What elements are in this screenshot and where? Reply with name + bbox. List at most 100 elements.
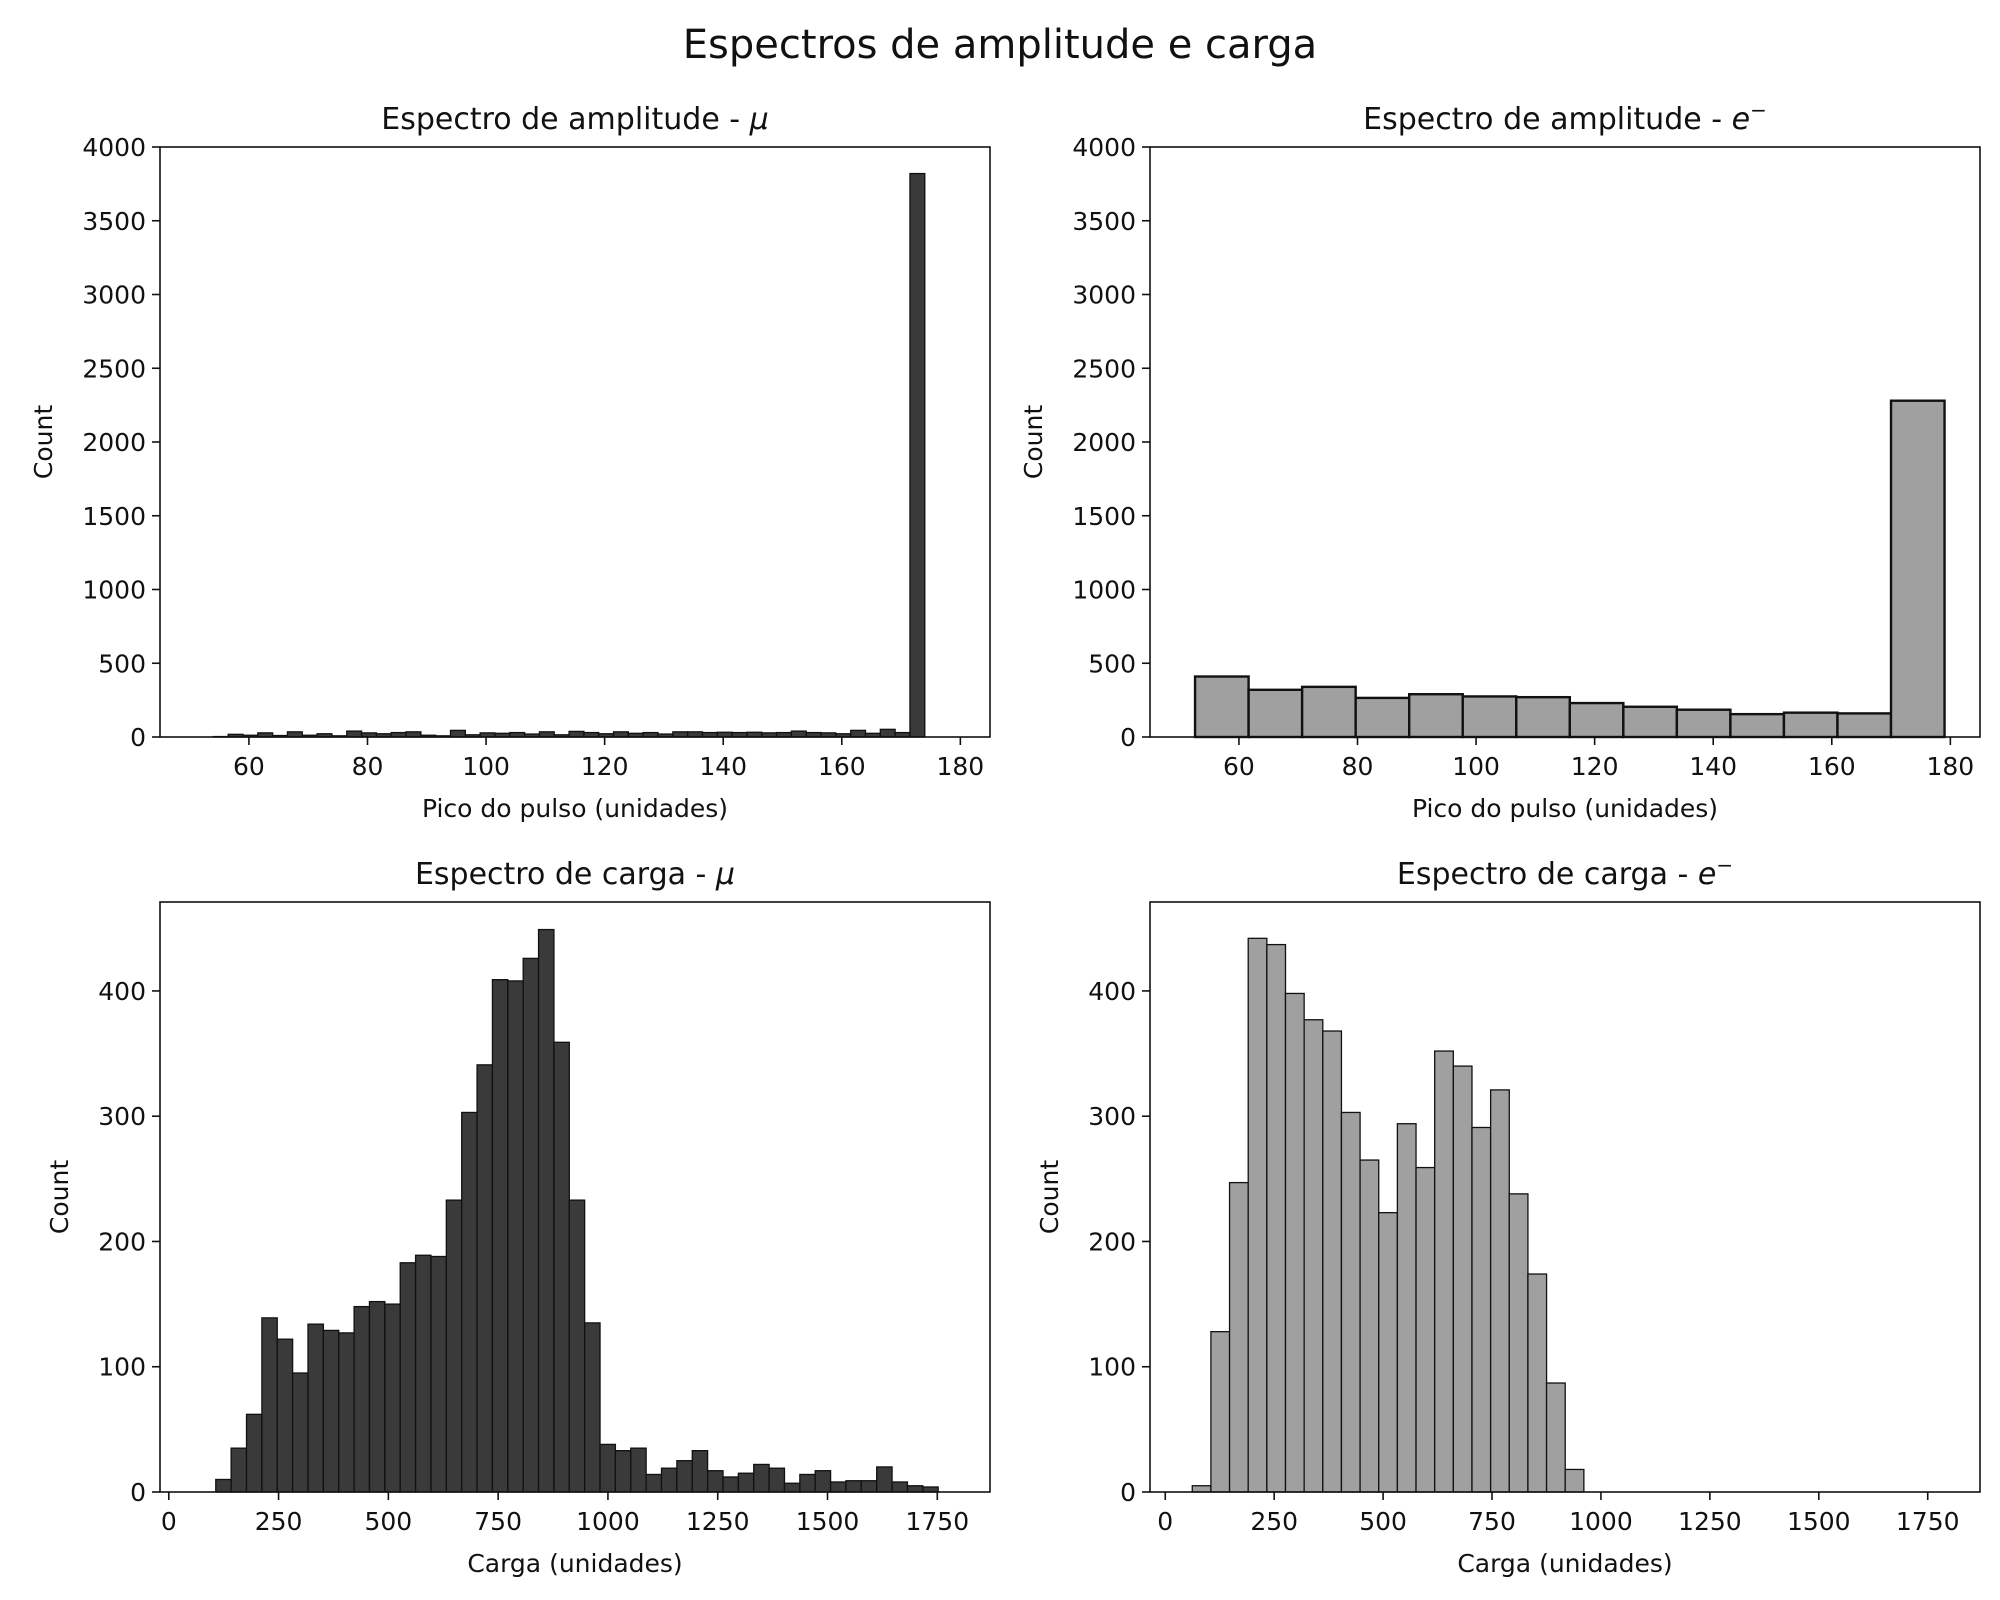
y-axis-label: Count: [45, 1160, 74, 1234]
x-axis-label: Pico do pulso (unidades): [422, 794, 728, 823]
histogram-bar: [814, 1470, 832, 1493]
histogram-bar: [291, 1372, 309, 1493]
x-tick-label: 180: [1926, 752, 1974, 781]
histogram-bar: [1508, 1193, 1529, 1493]
histogram-bar: [645, 1473, 663, 1493]
histogram-bar: [245, 1413, 263, 1493]
histogram-bar: [1622, 705, 1679, 739]
histogram-bar: [445, 1199, 463, 1493]
panel-carga-mu: 0 250 500 750 1000 1250 1500 1750 0 100 200 300 400 C…: [45, 857, 991, 1578]
histogram-bar: [476, 1064, 494, 1493]
axes-frame: [1149, 146, 1981, 738]
x-axis-label: Carga (unidades): [467, 1549, 682, 1578]
y-tick-label: 300: [98, 1102, 146, 1131]
panel-amplitude-e: 60 80 100 120 140 160 180 0 500 1000 1500 2000 2500 3…: [1019, 98, 1981, 823]
histogram-bar: [1452, 1065, 1473, 1493]
histogram-bar: [1303, 1019, 1324, 1493]
histogram-bar: [1228, 1181, 1249, 1493]
histogram-bar: [353, 1305, 371, 1493]
histogram-bar: [491, 979, 509, 1493]
axes-frame: [159, 901, 991, 1493]
histogram-bar: [845, 1480, 862, 1493]
histogram-bar: [876, 1466, 893, 1493]
histogram-bar: [522, 957, 540, 1493]
x-tick-label: 1750: [905, 1507, 969, 1536]
histogram-bar: [660, 1467, 678, 1493]
x-tick-label: 250: [255, 1507, 303, 1536]
histogram-bar: [553, 1041, 570, 1493]
axes-frame: [1149, 901, 1981, 1493]
histogram-bar: [368, 1300, 386, 1493]
x-tick-label: 1250: [686, 1507, 750, 1536]
x-tick-label: 100: [462, 752, 510, 781]
histogram-bar: [891, 1481, 909, 1493]
histogram-bar: [691, 1450, 709, 1493]
histogram-bar: [753, 1463, 770, 1493]
histogram-bar: [722, 1476, 740, 1493]
histogram-bar: [1675, 708, 1732, 739]
x-tick-label: 1750: [1896, 1507, 1960, 1536]
histogram-bar: [215, 1478, 232, 1493]
histogram-bar: [1247, 688, 1304, 739]
histogram-bar: [1266, 943, 1287, 1493]
histogram-bar: [1515, 695, 1572, 739]
histogram-bar: [338, 1332, 355, 1493]
histogram-bar: [1340, 1111, 1361, 1493]
histogram-bar: [1191, 1485, 1212, 1493]
x-tick-label: 500: [365, 1507, 413, 1536]
x-tick-label: 750: [474, 1507, 522, 1536]
x-tick-label: 60: [1223, 752, 1255, 781]
histogram-bar: [906, 1485, 924, 1493]
x-tick-label: 0: [161, 1507, 177, 1536]
x-tick-label: 140: [1689, 752, 1737, 781]
x-tick-label: 0: [1157, 1507, 1173, 1536]
subplot-title: Espectro de carga - μ: [415, 857, 735, 892]
histogram-bar: [1322, 1030, 1343, 1493]
x-axis-label: Pico do pulso (unidades): [1412, 794, 1718, 823]
histogram-bar: [1889, 399, 1946, 739]
histogram-bar: [584, 1322, 601, 1493]
histogram-bar: [1300, 685, 1357, 739]
y-tick-label: 2000: [82, 428, 146, 457]
histogram-bar: [568, 1199, 586, 1493]
x-tick-label: 140: [699, 752, 747, 781]
y-tick-label: 2500: [82, 354, 146, 383]
histogram-bar: [1247, 937, 1268, 1493]
x-axis-label: Carga (unidades): [1457, 1549, 1672, 1578]
x-tick-label: 120: [581, 752, 629, 781]
histogram-bar: [599, 1443, 617, 1493]
subplot-title: Espectro de carga - e−: [1397, 853, 1733, 892]
y-tick-label: 2500: [1072, 354, 1136, 383]
y-tick-label: 300: [1088, 1102, 1136, 1131]
histogram-bar: [1471, 1126, 1492, 1493]
histogram-bar: [1359, 1159, 1380, 1493]
y-tick-label: 3000: [82, 281, 146, 310]
x-tick-label: 1500: [796, 1507, 860, 1536]
x-tick-label: 1500: [1787, 1507, 1851, 1536]
y-tick-label: 0: [130, 1478, 146, 1507]
y-tick-label: 4000: [82, 133, 146, 162]
x-tick-label: 750: [1468, 1507, 1516, 1536]
y-tick-label: 0: [1120, 723, 1136, 752]
histogram-bar: [1210, 1331, 1231, 1493]
histogram-bar: [346, 730, 363, 738]
x-tick-label: 1000: [576, 1507, 640, 1536]
histogram-bar: [1527, 1273, 1548, 1493]
y-tick-label: 200: [1088, 1227, 1136, 1256]
y-tick-label: 0: [130, 723, 146, 752]
histogram-bar: [1378, 1212, 1399, 1493]
histogram-bar: [1461, 695, 1518, 739]
y-tick-label: 400: [1088, 977, 1136, 1006]
histogram-bar: [568, 730, 585, 738]
histogram-bar: [230, 1447, 248, 1493]
histogram-bar: [909, 172, 926, 738]
histogram-bar: [1729, 712, 1786, 739]
histogram-bar: [737, 1472, 755, 1493]
histogram-bar: [1564, 1468, 1585, 1493]
histogram-bar: [430, 1255, 447, 1493]
x-tick-label: 500: [1359, 1507, 1407, 1536]
histogram-bar: [676, 1460, 693, 1493]
histogram-bar: [537, 928, 555, 1493]
histogram-bar: [449, 729, 466, 738]
histogram-bar: [1568, 701, 1625, 739]
